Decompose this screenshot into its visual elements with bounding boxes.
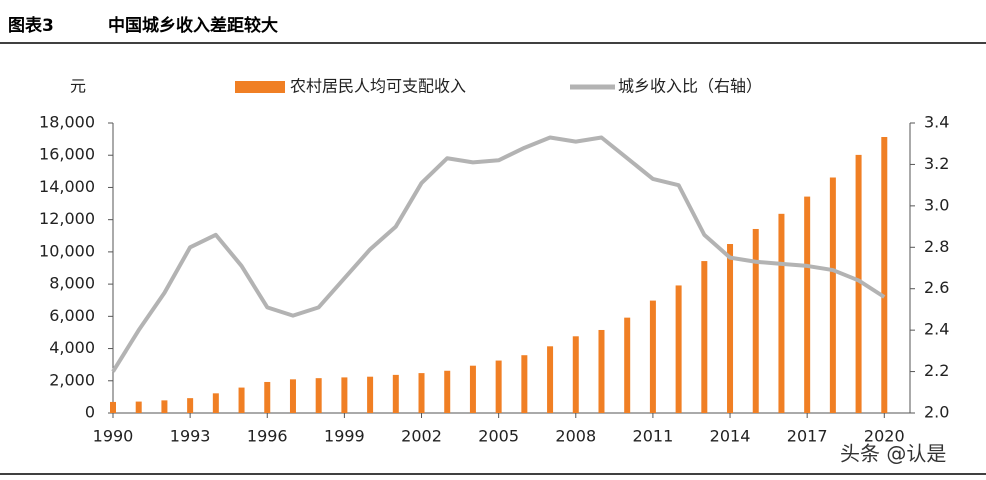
y2-tick-label: 2.4 [924,320,949,339]
bar [881,137,888,413]
bar [469,365,476,413]
y-unit: 元 [70,77,86,96]
x-tick-label: 2002 [401,427,442,446]
bar [572,336,579,413]
y2-tick-label: 2.0 [924,403,949,422]
bar [418,373,425,413]
bar [264,381,271,413]
x-tick-label: 1999 [324,427,365,446]
bar [829,177,836,413]
x-tick-label: 2014 [710,427,751,446]
y2-tick-label: 3.2 [924,154,949,173]
y-tick-label: 16,000 [39,145,95,164]
bar [135,401,142,413]
bar [187,398,194,413]
bar [727,244,734,413]
bar [110,401,116,413]
bar [315,378,322,413]
bar [804,196,811,413]
y-tick-label: 2,000 [49,370,95,389]
bar [649,300,656,413]
ratio-line [111,135,886,373]
x-tick-label: 2008 [555,427,596,446]
bar [289,379,296,413]
bar [495,360,502,413]
watermark: 头条 @认是 [840,442,946,466]
x-tick-label: 2017 [787,427,828,446]
y2-tick-label: 3.4 [924,113,949,132]
y-tick-label: 0 [85,403,95,422]
y2-tick-label: 2.2 [924,361,949,380]
bar [367,376,374,413]
bar [778,213,785,413]
y-tick-label: 8,000 [49,274,95,293]
y2-tick-label: 3.0 [924,195,949,214]
y-tick-label: 18,000 [39,113,95,132]
bar [238,387,245,413]
y-tick-label: 12,000 [39,209,95,228]
legend-label: 城乡收入比（右轴） [618,77,762,96]
bar [444,370,451,413]
bar [392,374,399,413]
bar [212,393,219,413]
legend-swatch [235,81,285,93]
y-tick-label: 4,000 [49,338,95,357]
bar [547,346,554,413]
x-tick-label: 1990 [93,427,134,446]
bar [855,154,862,413]
bar [521,355,528,413]
bar [675,285,682,413]
y-tick-label: 14,000 [39,177,95,196]
y2-tick-label: 2.8 [924,237,949,256]
y-tick-label: 6,000 [49,306,95,325]
x-tick-label: 1996 [247,427,288,446]
y-tick-label: 10,000 [39,241,95,260]
bar [701,261,708,413]
bar [161,400,168,413]
header-label: 图表3 [8,15,54,36]
bar [598,329,605,413]
header-title: 中国城乡收入差距较大 [108,15,278,36]
bar [752,228,759,413]
x-tick-label: 1993 [170,427,211,446]
bar [624,317,631,413]
y2-tick-label: 2.6 [924,278,949,297]
bar [341,377,348,413]
x-tick-label: 2020 [864,427,905,446]
x-tick-label: 2005 [478,427,519,446]
legend-label: 农村居民人均可支配收入 [290,77,466,96]
x-tick-label: 2011 [633,427,674,446]
